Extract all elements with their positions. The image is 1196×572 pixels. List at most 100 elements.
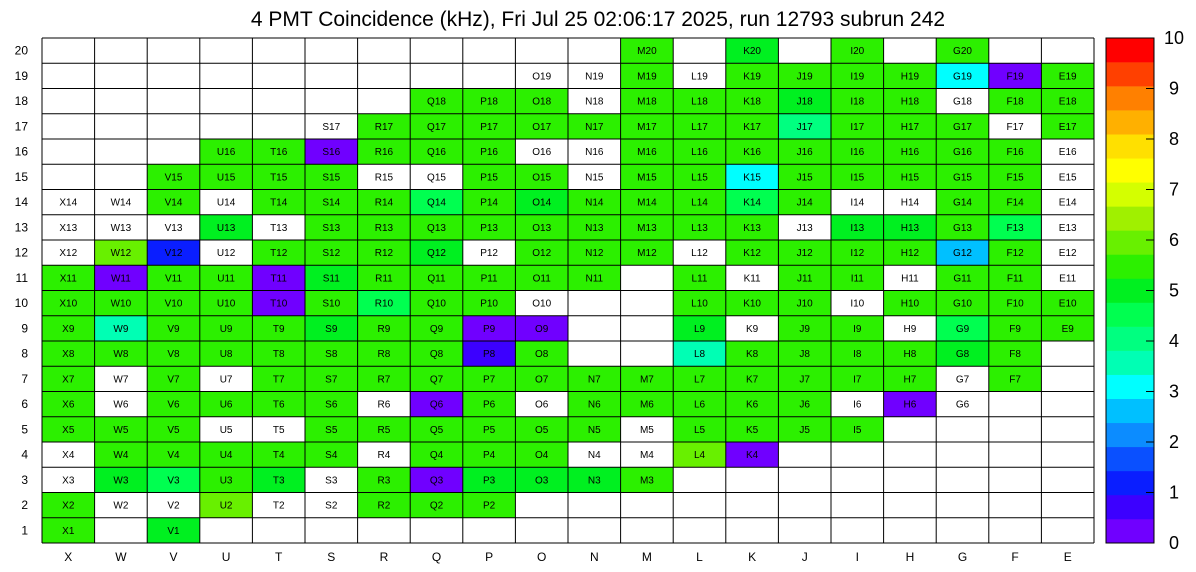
cell-label-W11: W11 bbox=[111, 273, 131, 284]
x-tick-P: P bbox=[485, 550, 493, 564]
heatmap-cell-W10 bbox=[94, 290, 148, 316]
heatmap-cell-M20 bbox=[620, 38, 674, 64]
cell-label-N6: N6 bbox=[588, 400, 601, 411]
heatmap-cell-J12 bbox=[778, 240, 831, 266]
cell-label-J6: J6 bbox=[799, 400, 810, 411]
heatmap-cell-G12 bbox=[936, 240, 989, 266]
cell-label-V14: V14 bbox=[165, 198, 183, 209]
heatmap-cell-K7 bbox=[725, 366, 779, 392]
heatmap-cell-S6 bbox=[305, 391, 358, 417]
cell-label-G16: G16 bbox=[953, 147, 972, 158]
heatmap-cell-M19 bbox=[620, 63, 674, 89]
cell-label-I11: I11 bbox=[851, 273, 865, 284]
y-tick-11: 11 bbox=[16, 271, 29, 285]
heatmap-cell-R3 bbox=[357, 467, 411, 493]
y-tick-20: 20 bbox=[15, 44, 29, 58]
heatmap-cell-N3 bbox=[568, 467, 621, 493]
cell-label-E9: E9 bbox=[1062, 324, 1075, 335]
cell-label-M5: M5 bbox=[640, 425, 654, 436]
cell-label-Q3: Q3 bbox=[430, 475, 444, 486]
cell-label-O15: O15 bbox=[532, 172, 551, 183]
cell-label-O3: O3 bbox=[535, 475, 549, 486]
cell-label-J17: J17 bbox=[797, 122, 814, 133]
heatmap-cell-O9 bbox=[515, 315, 568, 341]
heatmap-cell-X11 bbox=[42, 265, 95, 291]
heatmap-cell-H19 bbox=[883, 63, 937, 89]
heatmap-cell-L13 bbox=[673, 214, 726, 240]
heatmap-cell-E10 bbox=[1041, 290, 1094, 316]
heatmap-cell-R11 bbox=[357, 265, 411, 291]
heatmap-cell-T8 bbox=[252, 341, 305, 367]
heatmap-cell-K17 bbox=[725, 113, 779, 139]
cell-label-V7: V7 bbox=[167, 374, 180, 385]
heatmap-cell-G16 bbox=[936, 139, 989, 165]
heatmap-cell-O5 bbox=[515, 416, 568, 442]
cell-label-T3: T3 bbox=[273, 475, 285, 486]
cell-label-W13: W13 bbox=[111, 223, 132, 234]
heatmap-cell-L6 bbox=[673, 391, 726, 417]
cell-label-K9: K9 bbox=[746, 324, 759, 335]
cell-label-I16: I16 bbox=[850, 147, 864, 158]
heatmap-cell-Q12 bbox=[410, 240, 463, 266]
cell-label-P8: P8 bbox=[483, 349, 496, 360]
heatmap-cell-X9 bbox=[42, 315, 95, 341]
cell-label-W7: W7 bbox=[113, 374, 128, 385]
heatmap-cell-Q14 bbox=[410, 189, 463, 215]
x-tick-F: F bbox=[1011, 550, 1018, 564]
cell-label-K16: K16 bbox=[743, 147, 761, 158]
heatmap-cell-T3 bbox=[252, 467, 305, 493]
x-tick-M: M bbox=[642, 550, 652, 564]
heatmap-cell-L17 bbox=[673, 113, 726, 139]
heatmap-cell-N6 bbox=[568, 391, 621, 417]
cell-label-I14: I14 bbox=[850, 198, 864, 209]
heatmap-cell-J10 bbox=[778, 290, 831, 316]
colorbar-segment bbox=[1106, 134, 1154, 159]
colorbar-segment bbox=[1106, 374, 1154, 400]
heatmap-cell-P8 bbox=[462, 341, 516, 367]
cell-label-M15: M15 bbox=[637, 172, 657, 183]
cell-label-O8: O8 bbox=[535, 349, 549, 360]
cell-label-G6: G6 bbox=[956, 400, 970, 411]
heatmap-cell-O3 bbox=[515, 467, 568, 493]
heatmap-cell-U13 bbox=[199, 214, 253, 240]
heatmap-cell-O15 bbox=[515, 164, 568, 190]
cell-label-K19: K19 bbox=[743, 71, 761, 82]
y-tick-16: 16 bbox=[15, 145, 29, 159]
cell-label-U8: U8 bbox=[220, 349, 233, 360]
heatmap-cell-Q13 bbox=[410, 214, 463, 240]
cell-label-L16: L16 bbox=[691, 147, 708, 158]
heatmap-cell-F14 bbox=[988, 189, 1042, 215]
cell-label-Q13: Q13 bbox=[427, 223, 446, 234]
cell-label-R6: R6 bbox=[378, 400, 391, 411]
cell-label-N7: N7 bbox=[588, 374, 601, 385]
heatmap-cell-X5 bbox=[42, 416, 95, 442]
heatmap-cell-Q7 bbox=[410, 366, 463, 392]
cell-label-O5: O5 bbox=[535, 425, 549, 436]
heatmap-cell-F15 bbox=[988, 164, 1042, 190]
cell-label-F16: F16 bbox=[1006, 147, 1024, 158]
cell-label-I5: I5 bbox=[853, 425, 862, 436]
cell-label-K12: K12 bbox=[743, 248, 761, 259]
heatmap-cell-P11 bbox=[462, 265, 516, 291]
heatmap-cell-R5 bbox=[357, 416, 411, 442]
heatmap-cell-G17 bbox=[936, 113, 989, 139]
heatmap-cell-R14 bbox=[357, 189, 411, 215]
cell-label-T6: T6 bbox=[273, 400, 285, 411]
heatmap-cell-V11 bbox=[147, 265, 200, 291]
cell-label-Q17: Q17 bbox=[427, 122, 446, 133]
cell-label-T16: T16 bbox=[270, 147, 288, 158]
heatmap-cell-L8 bbox=[673, 341, 726, 367]
heatmap-cell-Q10 bbox=[410, 290, 463, 316]
heatmap-cell-F19 bbox=[988, 63, 1042, 89]
heatmap-cell-K8 bbox=[725, 341, 779, 367]
x-tick-S: S bbox=[327, 550, 335, 564]
y-tick-6: 6 bbox=[21, 397, 28, 411]
heatmap-cell-M14 bbox=[620, 189, 674, 215]
heatmap-cell-P13 bbox=[462, 214, 516, 240]
cell-label-P5: P5 bbox=[483, 425, 496, 436]
x-tick-G: G bbox=[958, 550, 967, 564]
heatmap-cell-K14 bbox=[725, 189, 779, 215]
heatmap-cell-G13 bbox=[936, 214, 989, 240]
y-tick-5: 5 bbox=[21, 422, 28, 436]
